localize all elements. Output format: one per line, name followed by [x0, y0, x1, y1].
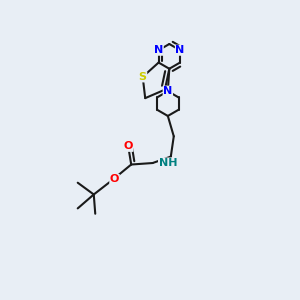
Text: NH: NH	[159, 158, 177, 168]
Text: S: S	[139, 72, 147, 82]
Text: N: N	[163, 86, 172, 96]
Text: N: N	[176, 45, 185, 55]
Text: O: O	[110, 175, 119, 184]
Text: N: N	[154, 45, 163, 55]
Text: O: O	[124, 141, 133, 151]
